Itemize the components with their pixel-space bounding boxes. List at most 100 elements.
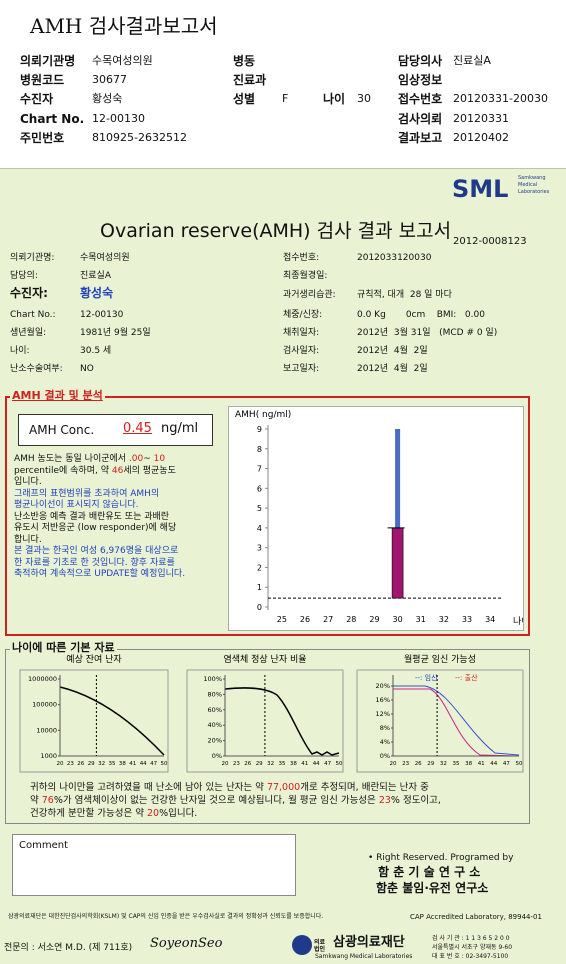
x-tick-label: 41 <box>301 761 308 767</box>
y-tick-label: 4 <box>257 524 262 533</box>
y-tick-label: 9 <box>257 425 262 434</box>
header-label: Chart No. <box>20 112 85 126</box>
x-tick-label: 41 <box>129 761 136 767</box>
text-span: 23 <box>378 795 391 806</box>
x-tick-label: 50 <box>336 761 343 767</box>
x-tick-label: 23 <box>67 761 74 767</box>
mini-chart: 염색체 정상 난자 비율 100% 80% 60% 40% 20% 0%20 23 26 29 32… <box>186 654 344 773</box>
text-span: 그래프의 표현범위를 초과하여 AMH의 <box>14 488 160 499</box>
text-span: 약 <box>30 795 42 806</box>
x-tick-label: 32 <box>440 761 447 767</box>
report-panel: SML Samkwang Medical Laboratories Ovaria… <box>0 168 566 964</box>
x-tick-label: 38 <box>119 761 126 767</box>
info-value: 2012년 3월 31일 (MCD # 0 일) <box>357 328 498 338</box>
header-value: 12-00130 <box>92 112 145 125</box>
text-line: 입니다. <box>14 477 42 489</box>
x-tick-label: 23 <box>402 761 409 767</box>
header-label: 담당의사 <box>398 54 443 68</box>
y-tick-label: 100000 <box>32 701 57 709</box>
x-tick-label: 32 <box>267 761 274 767</box>
text-span: percentile에 속하며, 약 <box>14 465 112 476</box>
logo-sub: Medical <box>518 182 538 188</box>
info-label: 의뢰기관명: <box>10 253 55 263</box>
y-tick-label: 0% <box>212 752 222 760</box>
header-label: 수진자 <box>20 92 54 106</box>
x-tick-label: 26 <box>77 761 84 767</box>
header-value: 20120402 <box>453 131 509 144</box>
info-value: 30.5 세 <box>80 346 112 356</box>
mini-chart: 월평균 임신 가능성 --: 임신 --: 출산 20% 16% 12% 8% 4% 0%20 2… <box>356 654 524 773</box>
header-value: 황성숙 <box>92 92 123 105</box>
header-label: 나이 <box>323 92 346 106</box>
info-value: 2012033120030 <box>357 253 432 263</box>
text-span: 10 <box>153 454 166 464</box>
text-span: AMH 농도는 동일 나이군에서 <box>14 454 129 464</box>
logo-sub: Samkwang <box>518 175 546 181</box>
header-value: 20120331-20030 <box>453 92 548 105</box>
info-value: 2012년 4월 2일 <box>357 346 428 356</box>
y-tick-label: 12% <box>376 710 390 718</box>
y-tick-label: 0% <box>380 752 390 760</box>
y-tick-label: 100% <box>203 675 222 683</box>
text-span: 세의 평균농도 <box>123 465 176 476</box>
comment-box: Comment <box>12 834 296 896</box>
info-label: 보고일자: <box>283 364 320 374</box>
text-span: .00 <box>128 454 144 464</box>
text-span: 입니다. <box>14 477 42 487</box>
x-tick-label: 26 <box>244 761 251 767</box>
info-value: 수목여성의원 <box>80 253 130 263</box>
x-tick-label: 47 <box>503 761 510 767</box>
x-tick-label: 27 <box>323 615 333 624</box>
curve <box>224 687 340 756</box>
text-line: 유도시 저반응군 (low responder)에 해당 <box>14 523 176 535</box>
text-line: 난소반응 예측 결과 배란유도 또는 과배란 <box>14 512 169 524</box>
text-span: 난소반응 예측 결과 배란유도 또는 과배란 <box>14 511 170 522</box>
text-span: 건강하게 분만할 가능성은 약 <box>30 808 147 819</box>
x-tick-label: 29 <box>256 761 263 767</box>
x-tick-label: 34 <box>485 615 495 624</box>
text-line: 약 76%가 염색체이상이 없는 건강한 난자일 것으로 예상됩니다, 월 평균… <box>30 794 441 807</box>
x-tick-label: 23 <box>233 761 240 767</box>
credit: • Right Reserved. Programed by <box>368 853 514 863</box>
header-value: F <box>282 92 289 105</box>
text-span: %가 염색체이상이 없는 건강한 난자일 것으로 예상됩니다, 월 평균 임신 … <box>53 795 379 806</box>
section-title: AMH 결과 및 분석 <box>10 389 105 403</box>
info-label: 채취일자: <box>283 328 320 338</box>
y-tick-label: 7 <box>257 465 262 474</box>
info-label: 과거생리습관: <box>283 290 336 300</box>
curve <box>393 685 520 756</box>
chart-title: 염색체 정상 난자 비율 <box>223 654 306 665</box>
text-line: 평균나이선이 표시되지 않습니다. <box>14 500 139 512</box>
info-label: Chart No.: <box>10 310 56 320</box>
header-label: 검사의뢰 <box>398 112 443 126</box>
x-tick-label: 38 <box>290 761 297 767</box>
y-tick-label: 8% <box>380 724 390 732</box>
text-span: % 정도이고, <box>390 795 441 806</box>
text-span: 20 <box>146 808 160 819</box>
text-line: 귀하의 나이만을 고려하였을 때 난소에 남아 있는 난자는 약 77,000개… <box>30 781 429 794</box>
contact: 대 표 번 호 : 02-3497-5100 <box>432 953 509 960</box>
x-tick-label: 20 <box>57 761 64 767</box>
info-label: 난소수술여부: <box>10 364 63 374</box>
legend: --: 임신 <box>415 673 438 682</box>
x-tick-label: 47 <box>324 761 331 767</box>
header-title: AMH 검사결과보고서 <box>30 14 218 38</box>
text-span: ~ <box>143 454 154 464</box>
x-axis-label: 나이 <box>513 616 524 627</box>
curve <box>59 686 165 756</box>
org-en: Samkwang Medical Laboratories <box>315 953 413 960</box>
info-label: 검사일자: <box>283 346 320 356</box>
curve <box>393 688 520 757</box>
info-label: 최종월경일: <box>283 271 328 281</box>
y-tick-label: 80% <box>208 690 222 698</box>
text-span: %입니다. <box>159 808 198 819</box>
plot-frame <box>19 669 169 773</box>
signature: SoyeonSeo <box>150 936 223 951</box>
report-no: 2012-0008123 <box>453 236 527 247</box>
info-label: 나이: <box>10 346 30 356</box>
header-label: 주민번호 <box>20 131 65 145</box>
text-line: percentile에 속하며, 약 46세의 평균농도 <box>14 466 176 478</box>
info-value: 황성숙 <box>80 286 114 300</box>
x-tick-label: 32 <box>439 615 449 624</box>
